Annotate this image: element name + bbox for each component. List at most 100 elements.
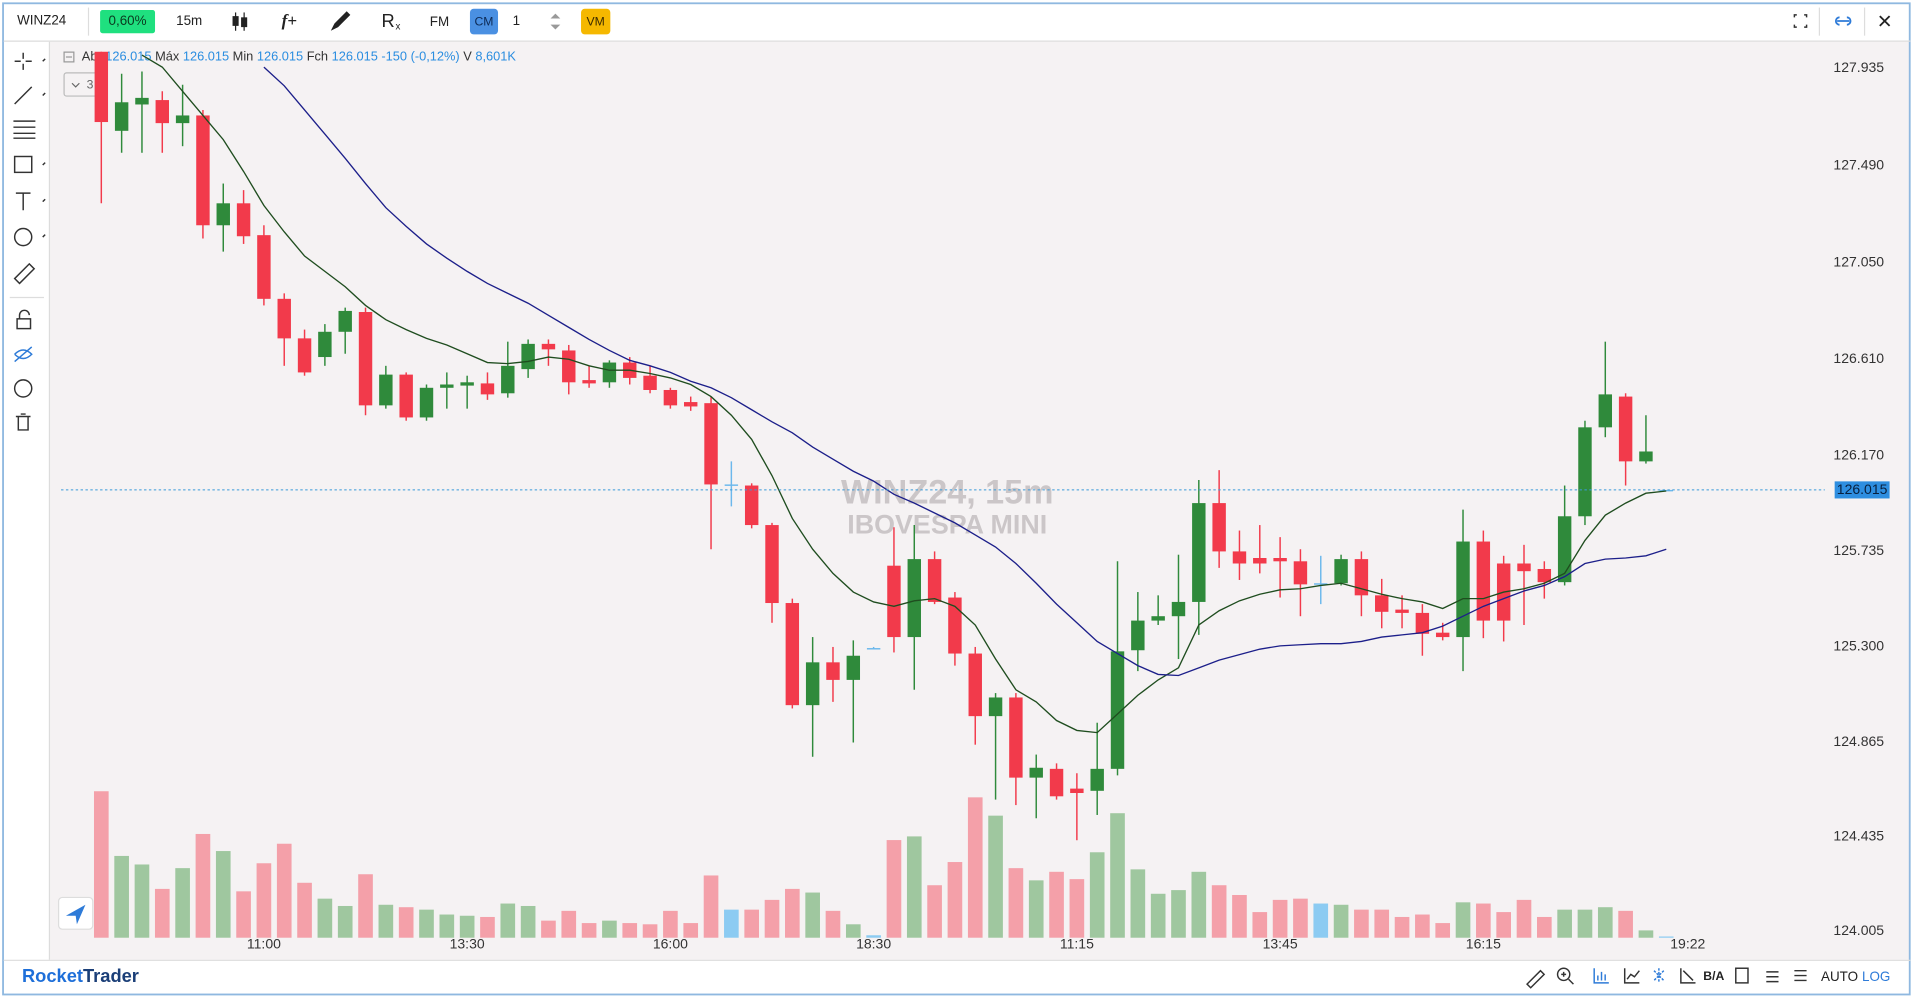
help-tool[interactable] — [13, 379, 33, 398]
candle-body — [643, 375, 657, 390]
crosshair-tool[interactable] — [14, 52, 32, 70]
volume-bar — [1171, 890, 1186, 938]
log-button[interactable]: LOG — [1862, 969, 1890, 984]
x-tick-label: 16:15 — [1466, 936, 1501, 952]
vm-button[interactable] — [581, 8, 611, 35]
label: Min — [233, 49, 254, 64]
hide-tool[interactable] — [14, 346, 33, 363]
candle-body — [216, 203, 230, 226]
lock-tool — [18, 309, 31, 319]
change-badge — [100, 10, 156, 34]
y-tick-label: 127.490 — [1833, 157, 1884, 173]
candle-body — [1598, 394, 1613, 428]
bar-chart-icon[interactable] — [1593, 968, 1609, 984]
volume-bar — [764, 899, 780, 938]
volume-bar — [459, 915, 475, 938]
volume-bar — [1089, 852, 1105, 938]
fm-button[interactable]: FM — [430, 14, 449, 29]
volume-bar — [1272, 899, 1288, 938]
volume-bar — [1191, 871, 1207, 938]
candle-body — [805, 662, 820, 706]
shape-tool[interactable] — [13, 155, 33, 174]
rx-icon[interactable]: R — [382, 10, 395, 31]
candle-body — [1476, 541, 1491, 621]
volume-bar — [1008, 868, 1024, 938]
volume-bar — [622, 923, 638, 938]
emoji-tool[interactable] — [13, 227, 33, 247]
zoom-icon[interactable] — [1556, 967, 1571, 982]
candle-body — [907, 559, 921, 638]
grid-icon[interactable] — [1653, 968, 1665, 983]
candle-body — [704, 403, 718, 485]
quantity[interactable]: 1 — [513, 13, 520, 28]
line-chart-icon[interactable] — [1623, 968, 1640, 984]
fib-tool[interactable] — [13, 120, 36, 139]
volume-bar — [703, 875, 719, 938]
volume-bar — [1130, 869, 1146, 938]
candle-body — [135, 97, 149, 105]
collapse-box[interactable] — [63, 51, 75, 63]
candle-body — [1314, 583, 1328, 585]
volume-bar — [154, 888, 170, 938]
volume-bar — [1435, 923, 1451, 938]
volume-bar — [195, 833, 211, 938]
candle-body — [460, 382, 474, 386]
text-tool[interactable] — [15, 192, 31, 211]
volume-bar — [1313, 903, 1329, 938]
candle-body — [846, 655, 861, 680]
scale-icon[interactable] — [1680, 968, 1696, 984]
candle-body — [1456, 541, 1470, 638]
volume-bar — [175, 868, 190, 938]
volume-bar — [297, 882, 312, 938]
candle-body — [277, 298, 291, 339]
lock-tool[interactable] — [16, 318, 32, 330]
candle-body — [521, 343, 535, 370]
symbol[interactable]: WINZ24 — [17, 13, 67, 28]
candle-body — [419, 387, 434, 418]
volume-bar — [744, 909, 760, 938]
ruler-tool[interactable] — [13, 262, 36, 285]
candle-type-button[interactable] — [232, 12, 248, 31]
volume-bar — [1536, 916, 1552, 938]
close-icon[interactable] — [1879, 15, 1891, 27]
fullscreen-icon[interactable] — [1793, 14, 1808, 28]
delete-tool[interactable] — [15, 413, 31, 431]
volume-bar — [419, 909, 434, 938]
link-icon[interactable] — [1834, 16, 1852, 26]
list-icon[interactable] — [1794, 969, 1807, 982]
candle-body — [582, 380, 596, 384]
volume-bar — [500, 903, 516, 938]
volume-bar — [1293, 898, 1308, 938]
moving-average — [141, 54, 1667, 734]
ohlc-header: Abr 126.015 Máx 126.015 Min 126.015 Fch … — [82, 49, 517, 64]
x-tick-label: 16:00 — [653, 936, 688, 952]
ruler-icon[interactable] — [1526, 969, 1546, 989]
candle-body — [887, 565, 901, 638]
candle-body — [257, 235, 271, 299]
volume-bar — [1333, 904, 1349, 938]
candle-body — [1171, 601, 1186, 617]
candle-body — [1090, 768, 1104, 791]
line-tool[interactable] — [14, 86, 33, 105]
auto-button[interactable]: AUTO — [1821, 969, 1858, 984]
vm-label: VM — [587, 14, 605, 28]
list-icon[interactable] — [1766, 971, 1779, 983]
volume-bar — [520, 905, 536, 938]
candle-body — [948, 597, 962, 654]
candle-body — [1659, 489, 1673, 492]
ba-button[interactable]: B/A — [1703, 969, 1724, 983]
cm-button[interactable] — [469, 8, 499, 35]
timeframe[interactable]: 15m — [176, 13, 202, 28]
candle-body — [1029, 767, 1043, 778]
book-icon[interactable] — [1735, 967, 1749, 984]
pencil-icon[interactable] — [330, 11, 351, 31]
spinner[interactable] — [550, 13, 561, 30]
indicator-button[interactable]: f+ — [282, 11, 297, 30]
volume-bar — [1577, 909, 1593, 938]
watermark-subtitle: IBOVESPA MINI — [847, 509, 1047, 539]
volume-bar — [317, 898, 333, 938]
y-tick-label: 126.610 — [1833, 350, 1884, 366]
candle-body — [318, 331, 332, 358]
candle-body — [1009, 697, 1023, 778]
